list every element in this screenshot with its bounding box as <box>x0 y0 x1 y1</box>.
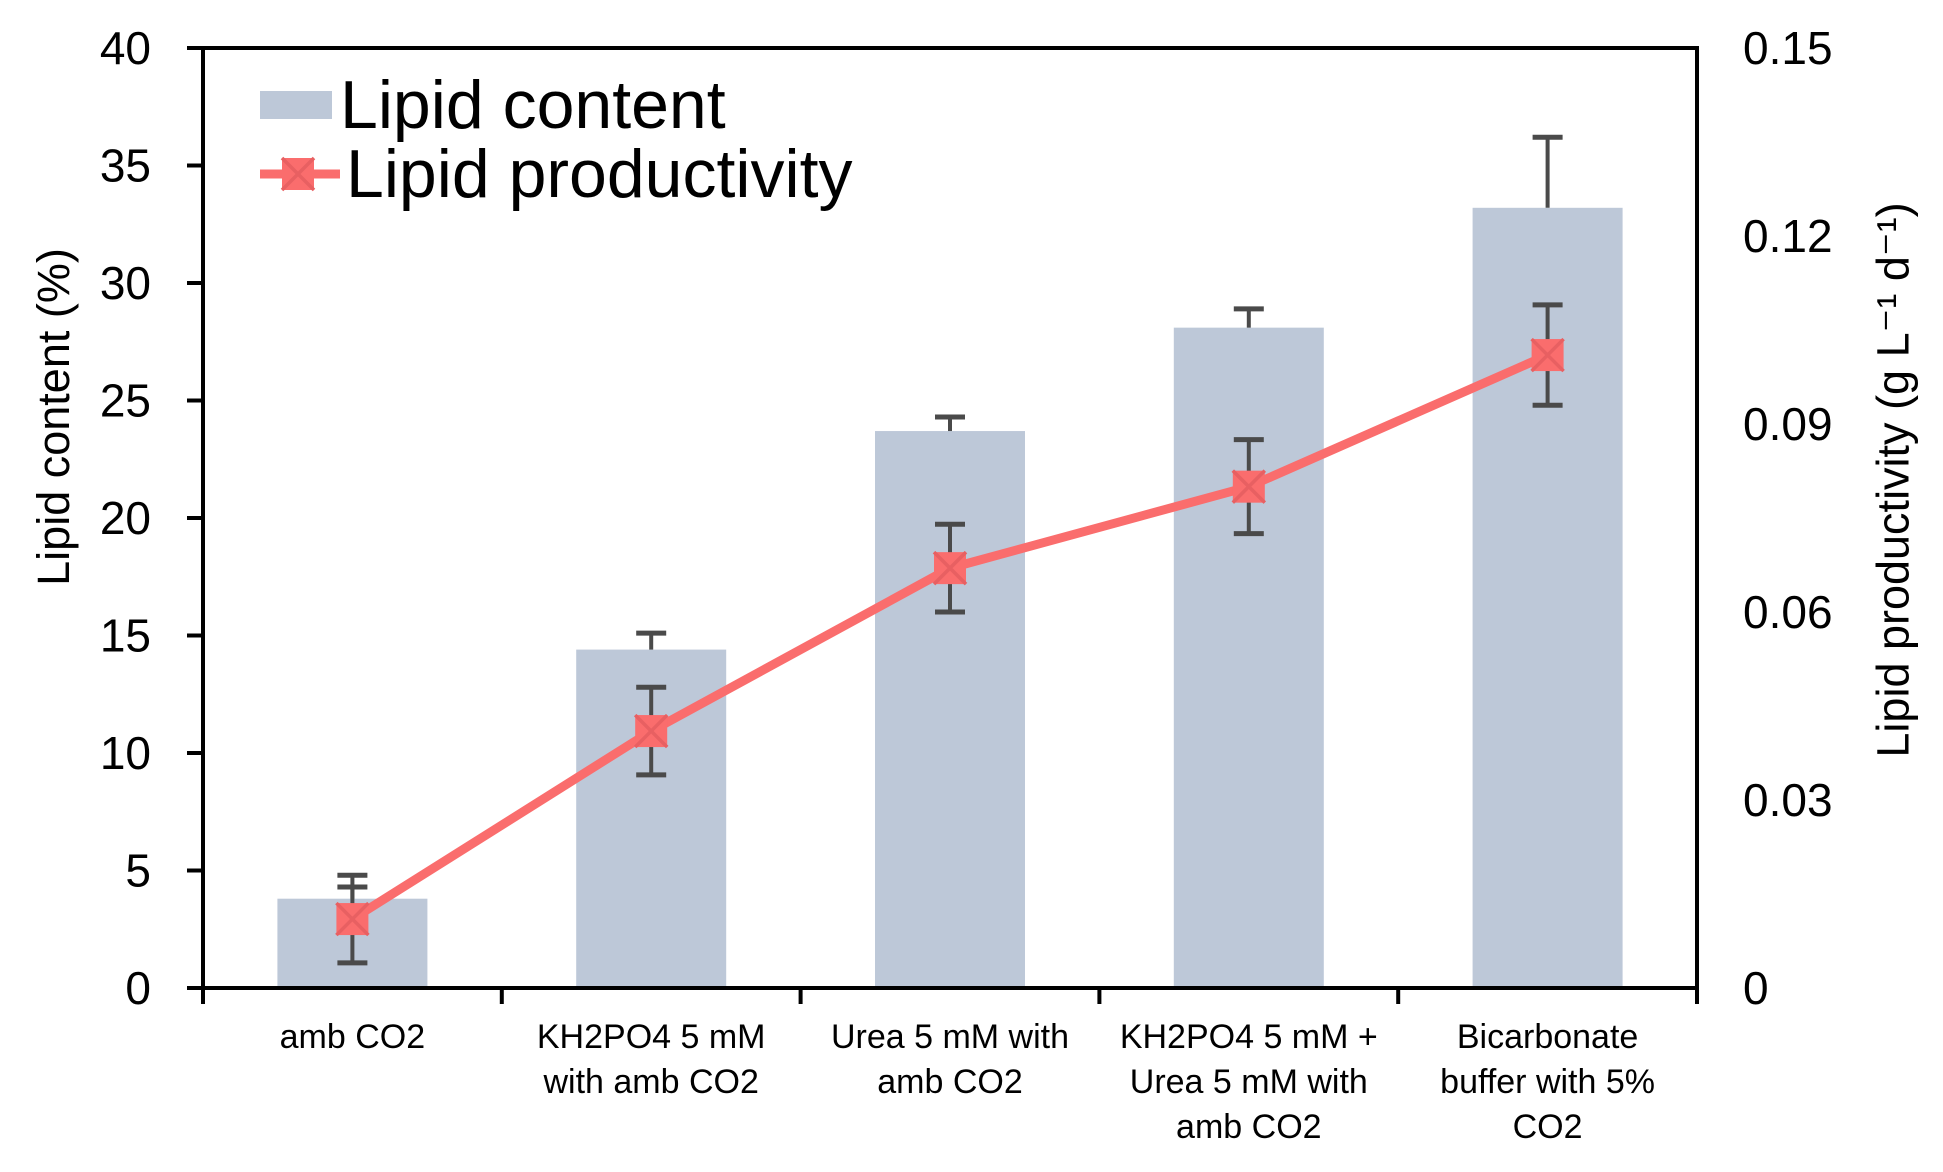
productivity-marker-x <box>633 713 669 749</box>
bar-swatch-icon <box>260 90 332 119</box>
left-axis-title: Lipid content (%) <box>28 248 79 586</box>
left-axis-tick-label: 40 <box>100 22 151 74</box>
productivity-marker-x <box>932 550 968 586</box>
bar-lipid-content <box>1173 327 1324 988</box>
left-axis-tick-label: 0 <box>125 962 151 1014</box>
legend-item-lipid-content: Lipid content <box>260 70 852 139</box>
category-label: KH2PO4 5 mM + Urea 5 mM with amb CO2 <box>1120 1018 1378 1146</box>
right-axis-tick-label: 0.15 <box>1743 22 1833 74</box>
productivity-marker-x <box>335 901 370 937</box>
right-axis-tick-label: 0.03 <box>1743 774 1833 826</box>
productivity-marker-x <box>1231 469 1267 504</box>
legend: Lipid content Lipid productivity <box>260 70 852 208</box>
left-axis-tick-label: 30 <box>100 257 151 309</box>
legend-label-lipid-productivity: Lipid productivity <box>346 135 853 212</box>
left-axis-tick-label: 5 <box>125 845 151 897</box>
legend-label-lipid-content: Lipid content <box>340 66 726 143</box>
category-label: Urea 5 mM with amb CO2 <box>831 1018 1069 1101</box>
left-axis-tick-label: 15 <box>100 610 151 662</box>
legend-item-lipid-productivity: Lipid productivity <box>260 139 852 208</box>
left-axis-tick-label: 10 <box>100 727 151 779</box>
left-axis-tick-label: 25 <box>100 375 151 427</box>
right-axis-tick-label: 0.12 <box>1743 210 1833 262</box>
left-axis-tick-label: 35 <box>100 140 151 192</box>
legend-marker-x <box>280 156 316 191</box>
category-label: Bicarbonate buffer with 5% CO2 <box>1440 1018 1655 1146</box>
right-axis-tick-label: 0.06 <box>1743 586 1833 638</box>
right-axis-tick-label: 0.09 <box>1743 398 1833 450</box>
right-axis-title: Lipid productivity (g L⁻¹ d⁻¹) <box>1867 202 1919 758</box>
right-axis-tick-label: 0 <box>1743 962 1769 1014</box>
line-marker-swatch-icon <box>260 156 340 191</box>
category-label: KH2PO4 5 mM with amb CO2 <box>537 1018 766 1101</box>
left-axis-tick-label: 20 <box>100 492 151 544</box>
productivity-marker-x <box>1530 337 1565 373</box>
bar-lipid-content <box>875 431 1025 988</box>
category-label: amb CO2 <box>280 1018 426 1056</box>
